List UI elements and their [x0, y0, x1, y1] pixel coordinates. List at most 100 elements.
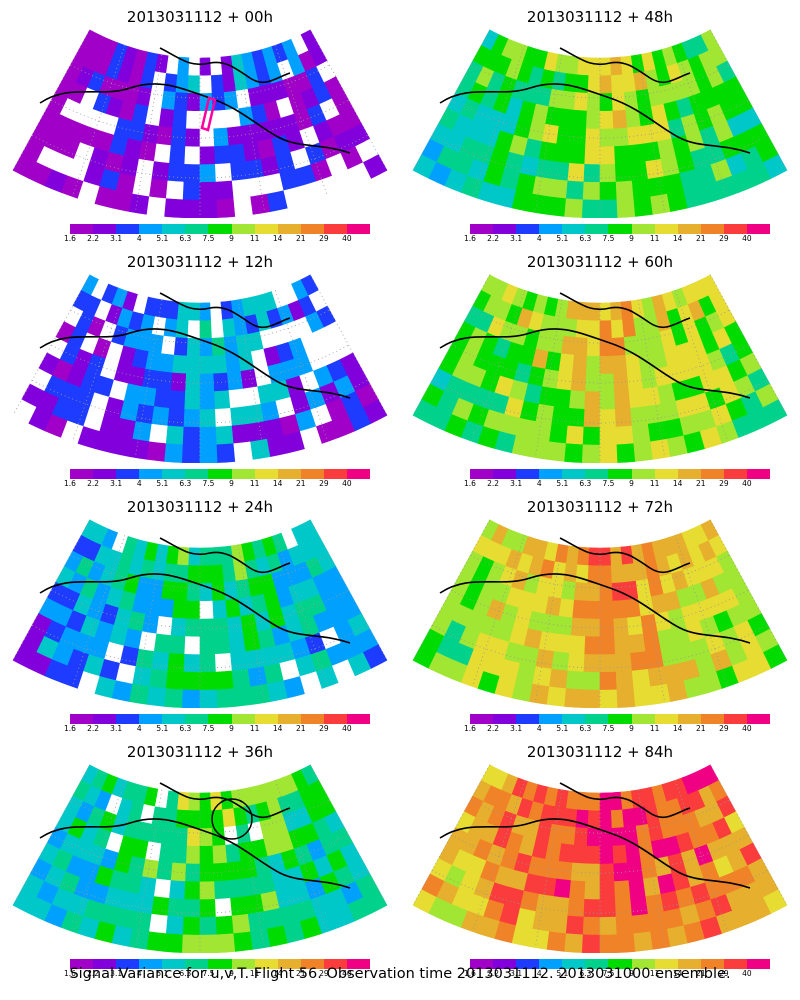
variance-cell — [532, 176, 553, 198]
colorbar-swatch — [493, 714, 517, 724]
variance-cell — [541, 368, 560, 390]
variance-cell — [161, 335, 177, 356]
variance-cell — [538, 386, 557, 407]
colorbar-tick-label: 11 — [649, 969, 660, 978]
variance-cell — [153, 633, 172, 654]
parallel-line — [470, 554, 730, 589]
colorbar-swatch — [185, 469, 209, 479]
variance-cell — [228, 633, 247, 654]
colorbar-tick-label: 3.1 — [110, 724, 123, 733]
colorbar-swatch — [746, 469, 771, 479]
meridian-line — [134, 54, 163, 213]
variance-cell — [551, 406, 570, 427]
colorbar-swatch — [116, 224, 140, 234]
meridian-line — [709, 29, 788, 171]
forecast-panel: 2013031112 + 12h 1.6 2.2 3.1 4 5.1 6.3 7.5 9 11 14… — [10, 245, 390, 490]
colorbar-swatch — [654, 224, 678, 234]
colorbar-tick-label: 6.3 — [579, 969, 592, 978]
variance-cell — [199, 320, 213, 339]
variance-cell — [111, 925, 134, 947]
colorbar-tick-label: 1.6 — [464, 234, 476, 243]
variance-cell — [165, 55, 180, 76]
variance-cell — [111, 680, 134, 702]
variance-cell — [199, 302, 212, 322]
variance-cell — [563, 808, 578, 828]
variance-cell — [169, 390, 186, 410]
variance-cell — [564, 688, 584, 708]
variance-cell — [164, 688, 184, 708]
colorbar — [70, 714, 371, 724]
colorbar-tick-label: 14 — [672, 479, 683, 488]
variance-cell — [588, 792, 601, 812]
parallel-line — [470, 799, 730, 834]
variance-cell — [630, 651, 649, 672]
variance-cell — [199, 199, 219, 218]
colorbar-tick-label: 21 — [295, 234, 306, 243]
variance-cell — [250, 928, 271, 950]
parallel-line — [432, 624, 768, 669]
variance-cell — [161, 825, 177, 846]
variance-cell — [532, 421, 553, 443]
variance-cell — [210, 56, 223, 76]
variance-cell — [565, 300, 580, 321]
variance-cell — [199, 654, 217, 673]
variance-cell — [186, 582, 201, 602]
colorbar — [470, 714, 771, 724]
variance-cell — [172, 599, 188, 620]
colorbar-swatch — [116, 959, 140, 969]
meridian-line — [134, 544, 163, 703]
variance-cell — [146, 441, 167, 462]
variance-cell — [228, 388, 247, 409]
parallel-line — [32, 624, 368, 669]
meridian-line — [709, 519, 788, 661]
variance-cell — [549, 668, 569, 690]
variance-cell — [227, 615, 244, 636]
variance-cell — [545, 351, 562, 372]
meridian-line — [309, 519, 388, 661]
variance-cell — [584, 391, 601, 410]
variance-cell — [216, 933, 236, 953]
colorbar-tick-label: 5.1 — [156, 479, 169, 488]
variance-cell — [599, 671, 618, 691]
variance-cell — [581, 934, 601, 953]
variance-cell — [153, 143, 172, 164]
variance-cell — [141, 368, 160, 390]
variance-cell — [628, 878, 647, 899]
meridian-line — [309, 29, 388, 171]
colorbar-tick-label: 40 — [742, 969, 752, 978]
colorbar-swatch — [323, 959, 347, 969]
variance-cell — [615, 180, 635, 201]
variance-cell — [541, 123, 560, 145]
colorbar-swatch — [631, 959, 655, 969]
variance-cell — [173, 92, 189, 112]
panel-title: 2013031112 + 84h — [526, 743, 674, 761]
colorbar-tick-label: 5.1 — [156, 969, 169, 978]
variance-cell — [165, 545, 180, 566]
colorbar-labels: 1.6 2.2 3.1 4 5.1 6.3 7.5 9 11 14 21 29 40 — [464, 724, 770, 736]
variance-cell — [633, 931, 654, 952]
meridian-line — [534, 789, 563, 948]
variance-cell — [532, 911, 553, 933]
colorbar-swatch — [516, 714, 540, 724]
colorbar-tick-label: 29 — [319, 234, 329, 243]
variance-cell — [586, 582, 601, 602]
variance-cell — [599, 689, 619, 708]
colorbar-tick-label: 14 — [272, 479, 283, 488]
parallel-line — [32, 134, 368, 179]
variance-cell — [132, 666, 153, 688]
colorbar-tick-label: 4 — [536, 234, 542, 243]
variance-cell — [129, 928, 150, 950]
variance-cell — [227, 370, 244, 391]
colorbar-tick-label: 1.6 — [464, 724, 476, 733]
meridian-line — [534, 544, 563, 703]
colorbar — [70, 469, 371, 479]
variance-cell — [511, 925, 534, 947]
variance-cell — [129, 438, 150, 460]
variance-cell — [546, 196, 567, 217]
variance-cell — [584, 146, 601, 165]
meridian-line — [72, 45, 126, 197]
variance-cell — [614, 897, 633, 918]
variance-cell — [145, 596, 162, 617]
colorbar-tick-label: 2.2 — [87, 234, 100, 243]
meridian-line — [237, 54, 266, 213]
